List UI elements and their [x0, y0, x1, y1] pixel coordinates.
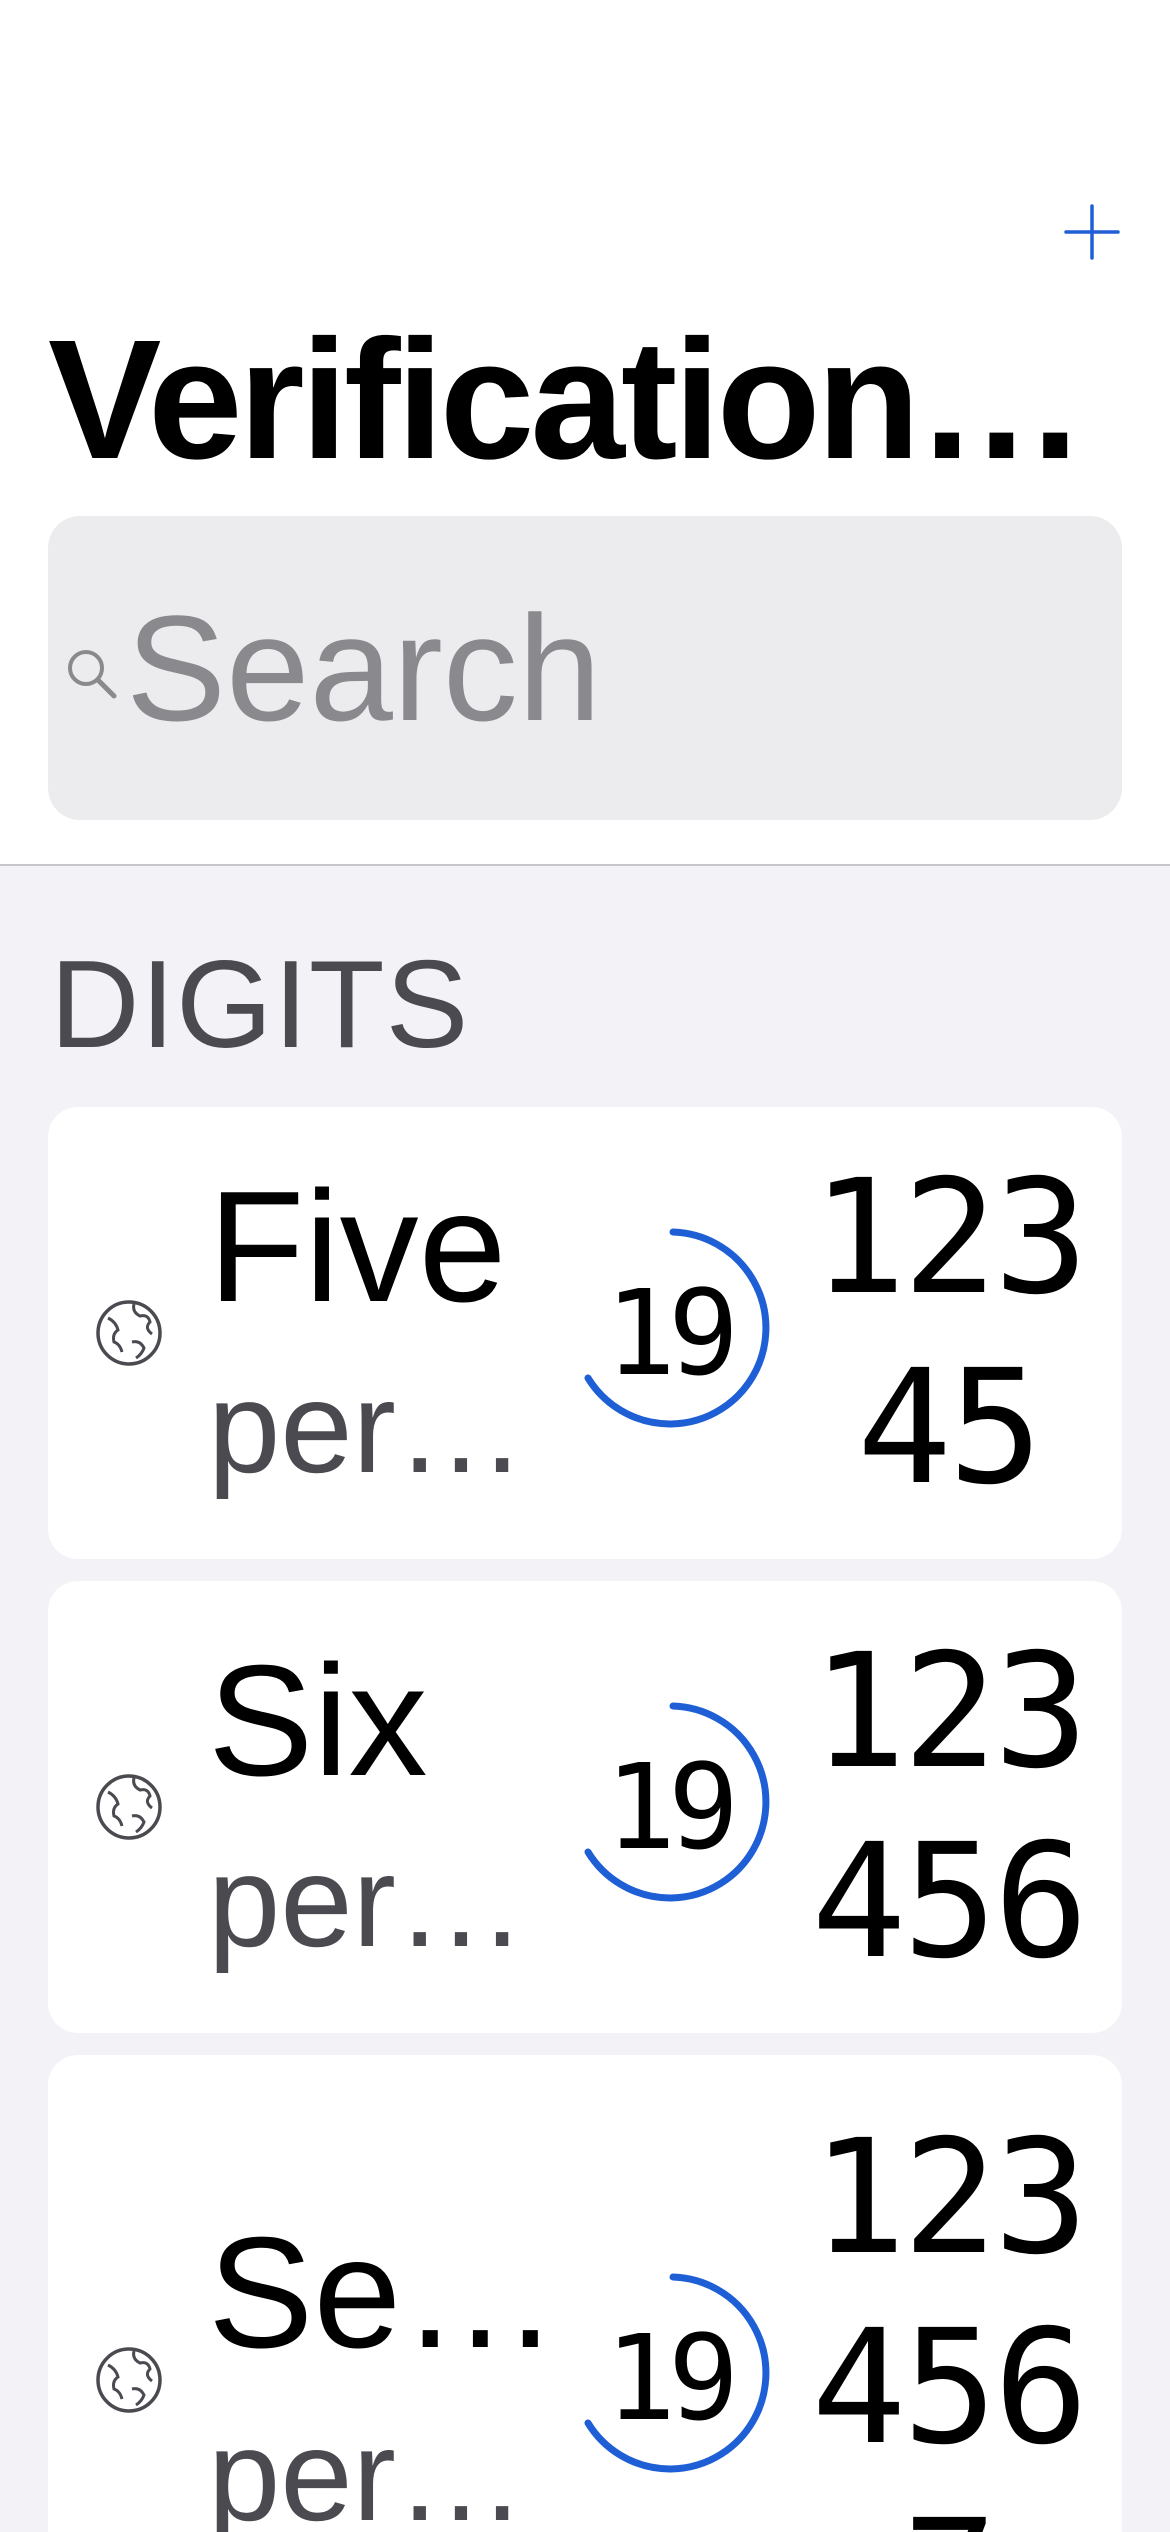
countdown-seconds: 19 — [604, 1738, 739, 1876]
navigation-bar: Verification… — [0, 0, 1170, 866]
verification-code[interactable]: 123 456 — [768, 1617, 1122, 1997]
countdown-seconds: 19 — [604, 2309, 739, 2447]
countdown-ring-icon — [584, 1228, 770, 1428]
page-title: Verification… — [48, 305, 1086, 495]
account-issuer: per… — [208, 1828, 526, 1974]
code-line: 456 — [811, 1810, 1088, 1994]
account-name: Se… — [208, 2205, 560, 2381]
countdown-timer: 19 — [558, 2263, 788, 2493]
globe-icon — [96, 2347, 162, 2413]
code-line: 123 — [811, 1146, 1088, 1330]
plus-icon — [1064, 204, 1120, 260]
code-line: 123 — [811, 1620, 1088, 1804]
account-issuer: per… — [208, 1354, 526, 1500]
code-line: 123 — [811, 2106, 1088, 2290]
countdown-seconds: 19 — [604, 1264, 739, 1402]
code-line: 7 — [768, 2483, 1122, 2532]
account-row-six[interactable]: Six per… 19 123 456 — [48, 1581, 1122, 2033]
countdown-ring-icon — [584, 1702, 770, 1902]
globe-icon — [96, 1774, 162, 1840]
account-name: Six — [208, 1633, 428, 1809]
verification-code[interactable]: 123 456 7 — [768, 2103, 1122, 2532]
verification-code[interactable]: 123 45 — [768, 1143, 1122, 1523]
code-line: 45 — [856, 1336, 1043, 1520]
search-input[interactable] — [126, 558, 1086, 778]
magnifying-glass-icon — [68, 650, 117, 699]
account-name: Five — [208, 1159, 507, 1335]
globe-icon — [96, 1300, 162, 1366]
countdown-ring-icon — [584, 2273, 770, 2473]
countdown-timer: 19 — [558, 1692, 788, 1922]
account-issuer: per… — [208, 2402, 526, 2532]
account-row-seven[interactable]: Se… per… 19 123 456 7 — [48, 2055, 1122, 2532]
add-button[interactable] — [1040, 180, 1144, 284]
countdown-timer: 19 — [558, 1218, 788, 1448]
section-header: DIGITS — [50, 936, 470, 1074]
code-line: 456 — [811, 2296, 1088, 2480]
account-row-five[interactable]: Five per… 19 123 45 — [48, 1107, 1122, 1559]
search-bar[interactable] — [48, 516, 1122, 820]
